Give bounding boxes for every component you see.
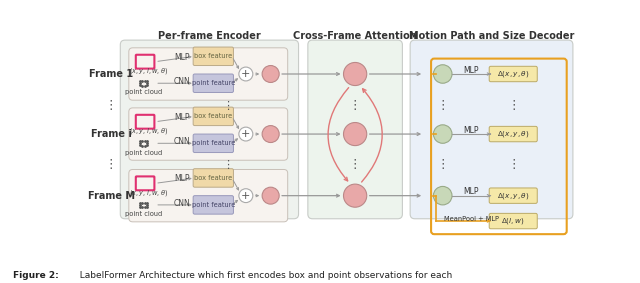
- Text: ⋮: ⋮: [436, 99, 449, 112]
- Text: MLP: MLP: [174, 113, 189, 122]
- Text: ⋮: ⋮: [349, 99, 362, 112]
- Text: Motion Path and Size Decoder: Motion Path and Size Decoder: [409, 31, 574, 41]
- Text: +: +: [241, 69, 250, 79]
- Text: $\Delta(x, y, \theta)$: $\Delta(x, y, \theta)$: [497, 191, 529, 201]
- FancyBboxPatch shape: [129, 48, 288, 100]
- Text: ⋮: ⋮: [349, 158, 362, 171]
- FancyBboxPatch shape: [193, 107, 234, 126]
- Text: box feature: box feature: [194, 53, 232, 59]
- FancyBboxPatch shape: [193, 47, 234, 66]
- FancyBboxPatch shape: [489, 66, 537, 82]
- Text: CNN: CNN: [173, 77, 190, 86]
- FancyBboxPatch shape: [489, 188, 537, 203]
- Text: $(x, y, l, w, \theta)$: $(x, y, l, w, \theta)$: [129, 66, 168, 76]
- Text: ⋮: ⋮: [105, 99, 117, 112]
- Text: point feature: point feature: [191, 202, 235, 208]
- Text: ⋮: ⋮: [221, 100, 233, 111]
- Text: Frame i: Frame i: [91, 129, 131, 139]
- Text: Cross-Frame Attention: Cross-Frame Attention: [293, 31, 417, 41]
- Circle shape: [433, 125, 452, 143]
- Text: box feature: box feature: [194, 175, 232, 181]
- Text: MLP: MLP: [463, 187, 479, 196]
- Circle shape: [433, 65, 452, 83]
- FancyBboxPatch shape: [489, 127, 537, 142]
- Text: ⋮: ⋮: [436, 158, 449, 171]
- Text: $(x, y, l, w, \theta)$: $(x, y, l, w, \theta)$: [129, 126, 168, 136]
- Text: +: +: [241, 191, 250, 201]
- Text: ⋮: ⋮: [507, 99, 520, 112]
- Text: MLP: MLP: [174, 174, 189, 183]
- Text: point cloud: point cloud: [125, 89, 162, 95]
- Text: CNN: CNN: [173, 137, 190, 146]
- Text: $\Delta(x, y, \theta)$: $\Delta(x, y, \theta)$: [497, 69, 529, 79]
- Text: point feature: point feature: [191, 80, 235, 86]
- FancyBboxPatch shape: [193, 134, 234, 153]
- Text: ⋮: ⋮: [221, 160, 233, 170]
- FancyBboxPatch shape: [129, 170, 288, 222]
- Text: Figure 2:: Figure 2:: [13, 271, 58, 280]
- Text: box feature: box feature: [194, 113, 232, 119]
- Text: Per-frame Encoder: Per-frame Encoder: [158, 31, 261, 41]
- Circle shape: [262, 126, 279, 143]
- Circle shape: [344, 184, 367, 207]
- Text: LabelFormer Architecture which first encodes box and point observations for each: LabelFormer Architecture which first enc…: [74, 271, 452, 280]
- FancyBboxPatch shape: [193, 196, 234, 214]
- Circle shape: [262, 66, 279, 82]
- FancyBboxPatch shape: [489, 213, 537, 229]
- Circle shape: [239, 67, 253, 81]
- FancyBboxPatch shape: [120, 40, 298, 219]
- Circle shape: [344, 63, 367, 85]
- Text: MLP: MLP: [174, 53, 189, 62]
- Circle shape: [239, 189, 253, 203]
- Text: ⋮: ⋮: [507, 158, 520, 171]
- Text: Frame 1: Frame 1: [89, 69, 133, 79]
- Circle shape: [239, 127, 253, 141]
- FancyBboxPatch shape: [410, 40, 573, 219]
- FancyBboxPatch shape: [193, 169, 234, 187]
- Text: MLP: MLP: [463, 66, 479, 75]
- Text: ⋮: ⋮: [105, 158, 117, 171]
- Text: Frame M: Frame M: [88, 191, 134, 201]
- Text: point cloud: point cloud: [125, 149, 162, 156]
- FancyBboxPatch shape: [193, 74, 234, 93]
- Text: CNN: CNN: [173, 199, 190, 208]
- Circle shape: [262, 187, 279, 204]
- Text: MLP: MLP: [463, 126, 479, 135]
- Text: point cloud: point cloud: [125, 211, 162, 217]
- Text: point feature: point feature: [191, 140, 235, 146]
- Text: MeanPool + MLP: MeanPool + MLP: [444, 216, 499, 222]
- Text: $\Delta(l, w)$: $\Delta(l, w)$: [501, 216, 525, 226]
- Text: $(x, y, l, w, \theta)$: $(x, y, l, w, \theta)$: [129, 188, 168, 198]
- Text: $\Delta(x, y, \theta)$: $\Delta(x, y, \theta)$: [497, 129, 529, 139]
- Circle shape: [344, 123, 367, 146]
- Circle shape: [433, 186, 452, 205]
- FancyBboxPatch shape: [129, 108, 288, 160]
- FancyBboxPatch shape: [308, 40, 403, 219]
- Text: +: +: [241, 129, 250, 139]
